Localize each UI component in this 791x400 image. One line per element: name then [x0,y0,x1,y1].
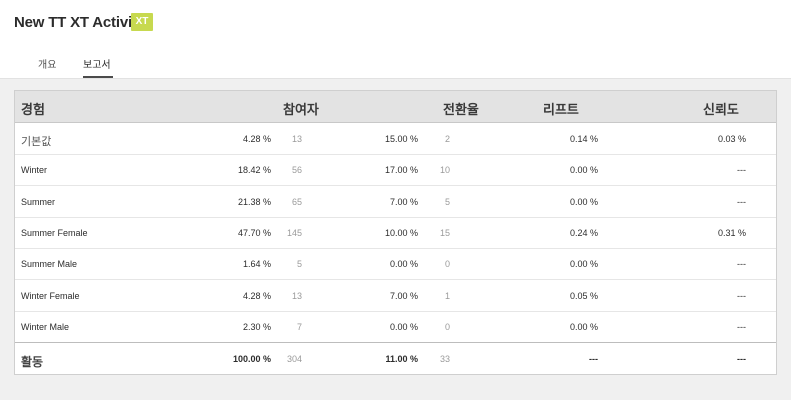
participants-percent: 18.42 % [237,165,271,176]
confidence-value: --- [737,196,746,207]
confidence-value: --- [737,290,746,301]
conversion-count: 0 [444,321,450,332]
experience-name: Winter [21,165,48,176]
table-row[interactable]: Summer 21.38 % 65 7.00 % 5 0.00 % --- [15,186,776,218]
confidence-value: --- [737,259,746,270]
column-header-confidence[interactable]: 신뢰도 [703,102,739,117]
report-table: 경험 참여자 전환율 리프트 신뢰도 기본값 4.28 % 13 15.00 % 2 0.… [14,90,777,375]
conversion-count: 0 [444,259,450,270]
table-row[interactable]: Summer Male 1.64 % 5 0.00 % 0 0.00 % --- [15,248,776,281]
conversion-rate: 7.00 % [389,290,418,301]
lift-value: 0.00 % [569,165,598,176]
experience-name: Winter Female [21,290,80,301]
conversion-rate: 11.00 % [385,354,418,364]
column-header-experience[interactable]: 경험 [21,102,45,117]
participants-percent: 21.38 % [237,196,271,207]
participants-count: 304 [286,354,302,364]
tab-reports[interactable]: 보고서 [83,60,111,71]
confidence-value: 0.31 % [717,227,746,238]
confidence-value: 0.03 % [717,134,746,144]
conversion-count: 1 [444,290,450,301]
tab-overview[interactable]: 개요 [38,60,57,71]
page-title: New TT XT Activity [14,14,145,31]
participants-count: 56 [291,165,302,176]
lift-value: --- [589,354,598,364]
activity-type-badge: XT [131,13,153,31]
conversion-rate: 0.00 % [389,259,418,270]
experience-name: Summer Male [21,259,78,270]
experience-name: Summer Female [21,227,88,238]
activity-header: New TT XT Activity XT 개요 보고서 [0,0,791,79]
lift-value: 0.00 % [569,196,598,207]
conversion-rate: 17.00 % [384,165,418,176]
confidence-value: --- [737,321,746,332]
experience-name: 기본값 [21,136,52,148]
column-header-lift[interactable]: 리프트 [543,102,579,117]
lift-value: 0.24 % [569,227,598,238]
table-total-row[interactable]: 활동 100.00 % 304 11.00 % 33 --- --- [15,342,776,374]
column-header-participants[interactable]: 참여자 [283,102,319,117]
experience-name: 활동 [21,355,44,369]
conversion-rate: 10.00 % [384,227,418,238]
column-header-conversion[interactable]: 전환율 [443,102,479,117]
conversion-count: 5 [444,196,450,207]
table-row[interactable]: Winter Female 4.28 % 13 7.00 % 1 0.05 % --- [15,280,776,312]
participants-percent: 1.64 % [242,259,271,270]
lift-value: 0.14 % [569,134,598,144]
conversion-count: 2 [444,134,450,144]
participants-percent: 4.28 % [242,134,271,144]
table-row[interactable]: Summer Female 47.70 % 145 10.00 % 15 0.24 % 0.… [15,217,776,249]
participants-count: 13 [291,290,302,301]
participants-count: 145 [286,227,302,238]
confidence-value: --- [737,165,746,176]
participants-percent: 4.28 % [242,290,271,301]
lift-value: 0.00 % [569,321,598,332]
conversion-count: 10 [439,165,450,176]
table-header: 경험 참여자 전환율 리프트 신뢰도 [15,91,776,123]
participants-percent: 2.30 % [242,321,271,332]
participants-count: 5 [296,259,302,270]
lift-value: 0.05 % [569,290,598,301]
participants-count: 7 [296,321,302,332]
table-row[interactable]: Winter Male 2.30 % 7 0.00 % 0 0.00 % --- [15,311,776,343]
participants-count: 65 [291,196,302,207]
active-tab-indicator [83,76,113,78]
table-row[interactable]: Winter 18.42 % 56 17.00 % 10 0.00 % --- [15,154,776,187]
participants-percent: 47.70 % [237,227,271,238]
table-row[interactable]: 기본값 4.28 % 13 15.00 % 2 0.14 % 0.03 % [15,123,776,155]
conversion-count: 15 [439,227,450,238]
experience-name: Summer [21,196,56,207]
conversion-rate: 0.00 % [389,321,418,332]
lift-value: 0.00 % [569,259,598,270]
participants-count: 13 [291,134,302,144]
conversion-count: 33 [439,354,450,364]
experience-name: Winter Male [21,321,70,332]
participants-percent: 100.00 % [232,354,271,364]
confidence-value: --- [737,354,746,364]
conversion-rate: 7.00 % [389,196,418,207]
conversion-rate: 15.00 % [384,134,418,144]
